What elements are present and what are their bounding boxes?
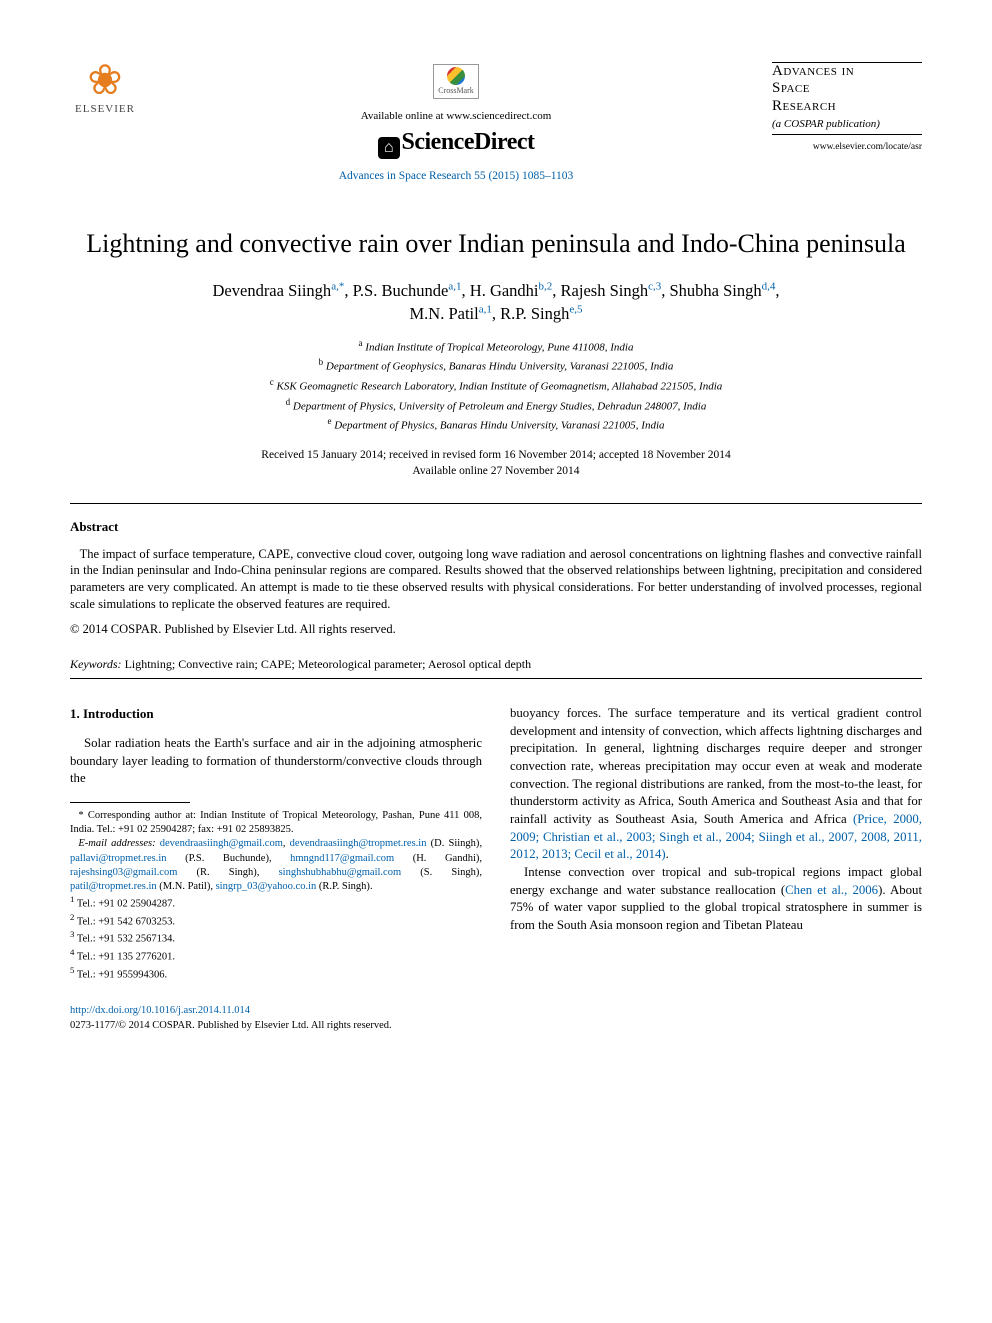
intro-para-left: Solar radiation heats the Earth's surfac… xyxy=(70,735,482,788)
article-dates: Received 15 January 2014; received in re… xyxy=(70,447,922,479)
tel-footnote: 5 Tel.: +91 955994306. xyxy=(70,965,482,983)
abstract-body: The impact of surface temperature, CAPE,… xyxy=(70,546,922,614)
publisher-name: ELSEVIER xyxy=(70,102,140,117)
footnotes-block: * Corresponding author at: Indian Instit… xyxy=(70,809,482,982)
affiliation: e Department of Physics, Banaras Hindu U… xyxy=(70,415,922,435)
right-column: buoyancy forces. The surface temperature… xyxy=(510,705,922,982)
citation-link[interactable]: Chen et al., 2006 xyxy=(785,883,878,897)
keywords-label: Keywords: xyxy=(70,657,122,671)
author: Shubha Singhd,4 xyxy=(669,281,775,300)
footnote-divider xyxy=(70,802,190,803)
affiliation: c KSK Geomagnetic Research Laboratory, I… xyxy=(70,376,922,396)
author: M.N. Patila,1 xyxy=(410,304,492,323)
email-link[interactable]: singrp_03@yahoo.co.in xyxy=(216,881,317,892)
header-center: CrossMark Available online at www.scienc… xyxy=(140,60,772,184)
tel-footnote: 4 Tel.: +91 135 2776201. xyxy=(70,947,482,965)
abstract-copyright: © 2014 COSPAR. Published by Elsevier Ltd… xyxy=(70,621,922,638)
affiliation: b Department of Geophysics, Banaras Hind… xyxy=(70,356,922,376)
author: Rajesh Singhc,3 xyxy=(561,281,662,300)
elsevier-tree-icon: ❀ xyxy=(70,60,140,102)
crossmark-badge[interactable]: CrossMark xyxy=(433,64,479,99)
keywords-text: Lightning; Convective rain; CAPE; Meteor… xyxy=(125,657,532,671)
email-link[interactable]: devendraasiingh@tropmet.res.in xyxy=(290,838,427,849)
sciencedirect-logo: ⌂ScienceDirect xyxy=(140,126,772,159)
divider xyxy=(70,678,922,679)
corresponding-author: * Corresponding author at: Indian Instit… xyxy=(70,809,482,837)
keywords-line: Keywords: Lightning; Convective rain; CA… xyxy=(70,656,922,672)
sciencedirect-name: ScienceDirect xyxy=(402,129,535,155)
crossmark-icon xyxy=(447,67,465,85)
citation-line[interactable]: Advances in Space Research 55 (2015) 108… xyxy=(140,169,772,185)
issn-copyright: 0273-1177/© 2014 COSPAR. Published by El… xyxy=(70,1019,922,1034)
sciencedirect-icon: ⌂ xyxy=(378,137,400,159)
affiliation: a Indian Institute of Tropical Meteorolo… xyxy=(70,337,922,357)
journal-box: Advances in Space Research (a COSPAR pub… xyxy=(772,60,922,153)
crossmark-label: CrossMark xyxy=(438,86,474,95)
page-header: ❀ ELSEVIER CrossMark Available online at… xyxy=(70,60,922,184)
author: Devendraa Siingha,* xyxy=(213,281,345,300)
intro-para-right-1: buoyancy forces. The surface temperature… xyxy=(510,705,922,864)
email-link[interactable]: hmngnd117@gmail.com xyxy=(290,853,394,864)
divider xyxy=(70,503,922,504)
intro-heading: 1. Introduction xyxy=(70,705,482,723)
page-footer: http://dx.doi.org/10.1016/j.asr.2014.11.… xyxy=(70,1004,922,1033)
author: P.S. Buchundea,1 xyxy=(353,281,462,300)
email-link[interactable]: patil@tropmet.res.in xyxy=(70,881,157,892)
email-link[interactable]: pallavi@tropmet.res.in xyxy=(70,853,167,864)
doi-link[interactable]: http://dx.doi.org/10.1016/j.asr.2014.11.… xyxy=(70,1004,922,1019)
tel-footnote: 2 Tel.: +91 542 6703253. xyxy=(70,912,482,930)
author: R.P. Singhe,5 xyxy=(500,304,582,323)
email-link[interactable]: rajeshsing03@gmail.com xyxy=(70,867,177,878)
email-addresses: E-mail addresses: devendraasiingh@gmail.… xyxy=(70,837,482,894)
tel-footnote: 3 Tel.: +91 532 2567134. xyxy=(70,929,482,947)
author: H. Gandhib,2 xyxy=(470,281,553,300)
available-online-text: Available online at www.sciencedirect.co… xyxy=(140,109,772,124)
article-title: Lightning and convective rain over India… xyxy=(70,228,922,261)
affiliation: d Department of Physics, University of P… xyxy=(70,396,922,416)
journal-title: Advances in Space Research xyxy=(772,63,922,115)
author-list: Devendraa Siingha,*, P.S. Buchundea,1, H… xyxy=(70,279,922,325)
tel-footnote: 1 Tel.: +91 02 25904287. xyxy=(70,894,482,912)
body-columns: 1. Introduction Solar radiation heats th… xyxy=(70,705,922,982)
affiliation-list: a Indian Institute of Tropical Meteorolo… xyxy=(70,337,922,435)
left-column: 1. Introduction Solar radiation heats th… xyxy=(70,705,482,982)
publisher-logo: ❀ ELSEVIER xyxy=(70,60,140,117)
email-link[interactable]: devendraasiingh@gmail.com xyxy=(160,838,283,849)
journal-url[interactable]: www.elsevier.com/locate/asr xyxy=(772,141,922,154)
journal-subtitle: (a COSPAR publication) xyxy=(772,117,922,132)
abstract-heading: Abstract xyxy=(70,518,922,536)
email-link[interactable]: singhshubhabhu@gmail.com xyxy=(279,867,402,878)
intro-para-right-2: Intense convection over tropical and sub… xyxy=(510,864,922,935)
